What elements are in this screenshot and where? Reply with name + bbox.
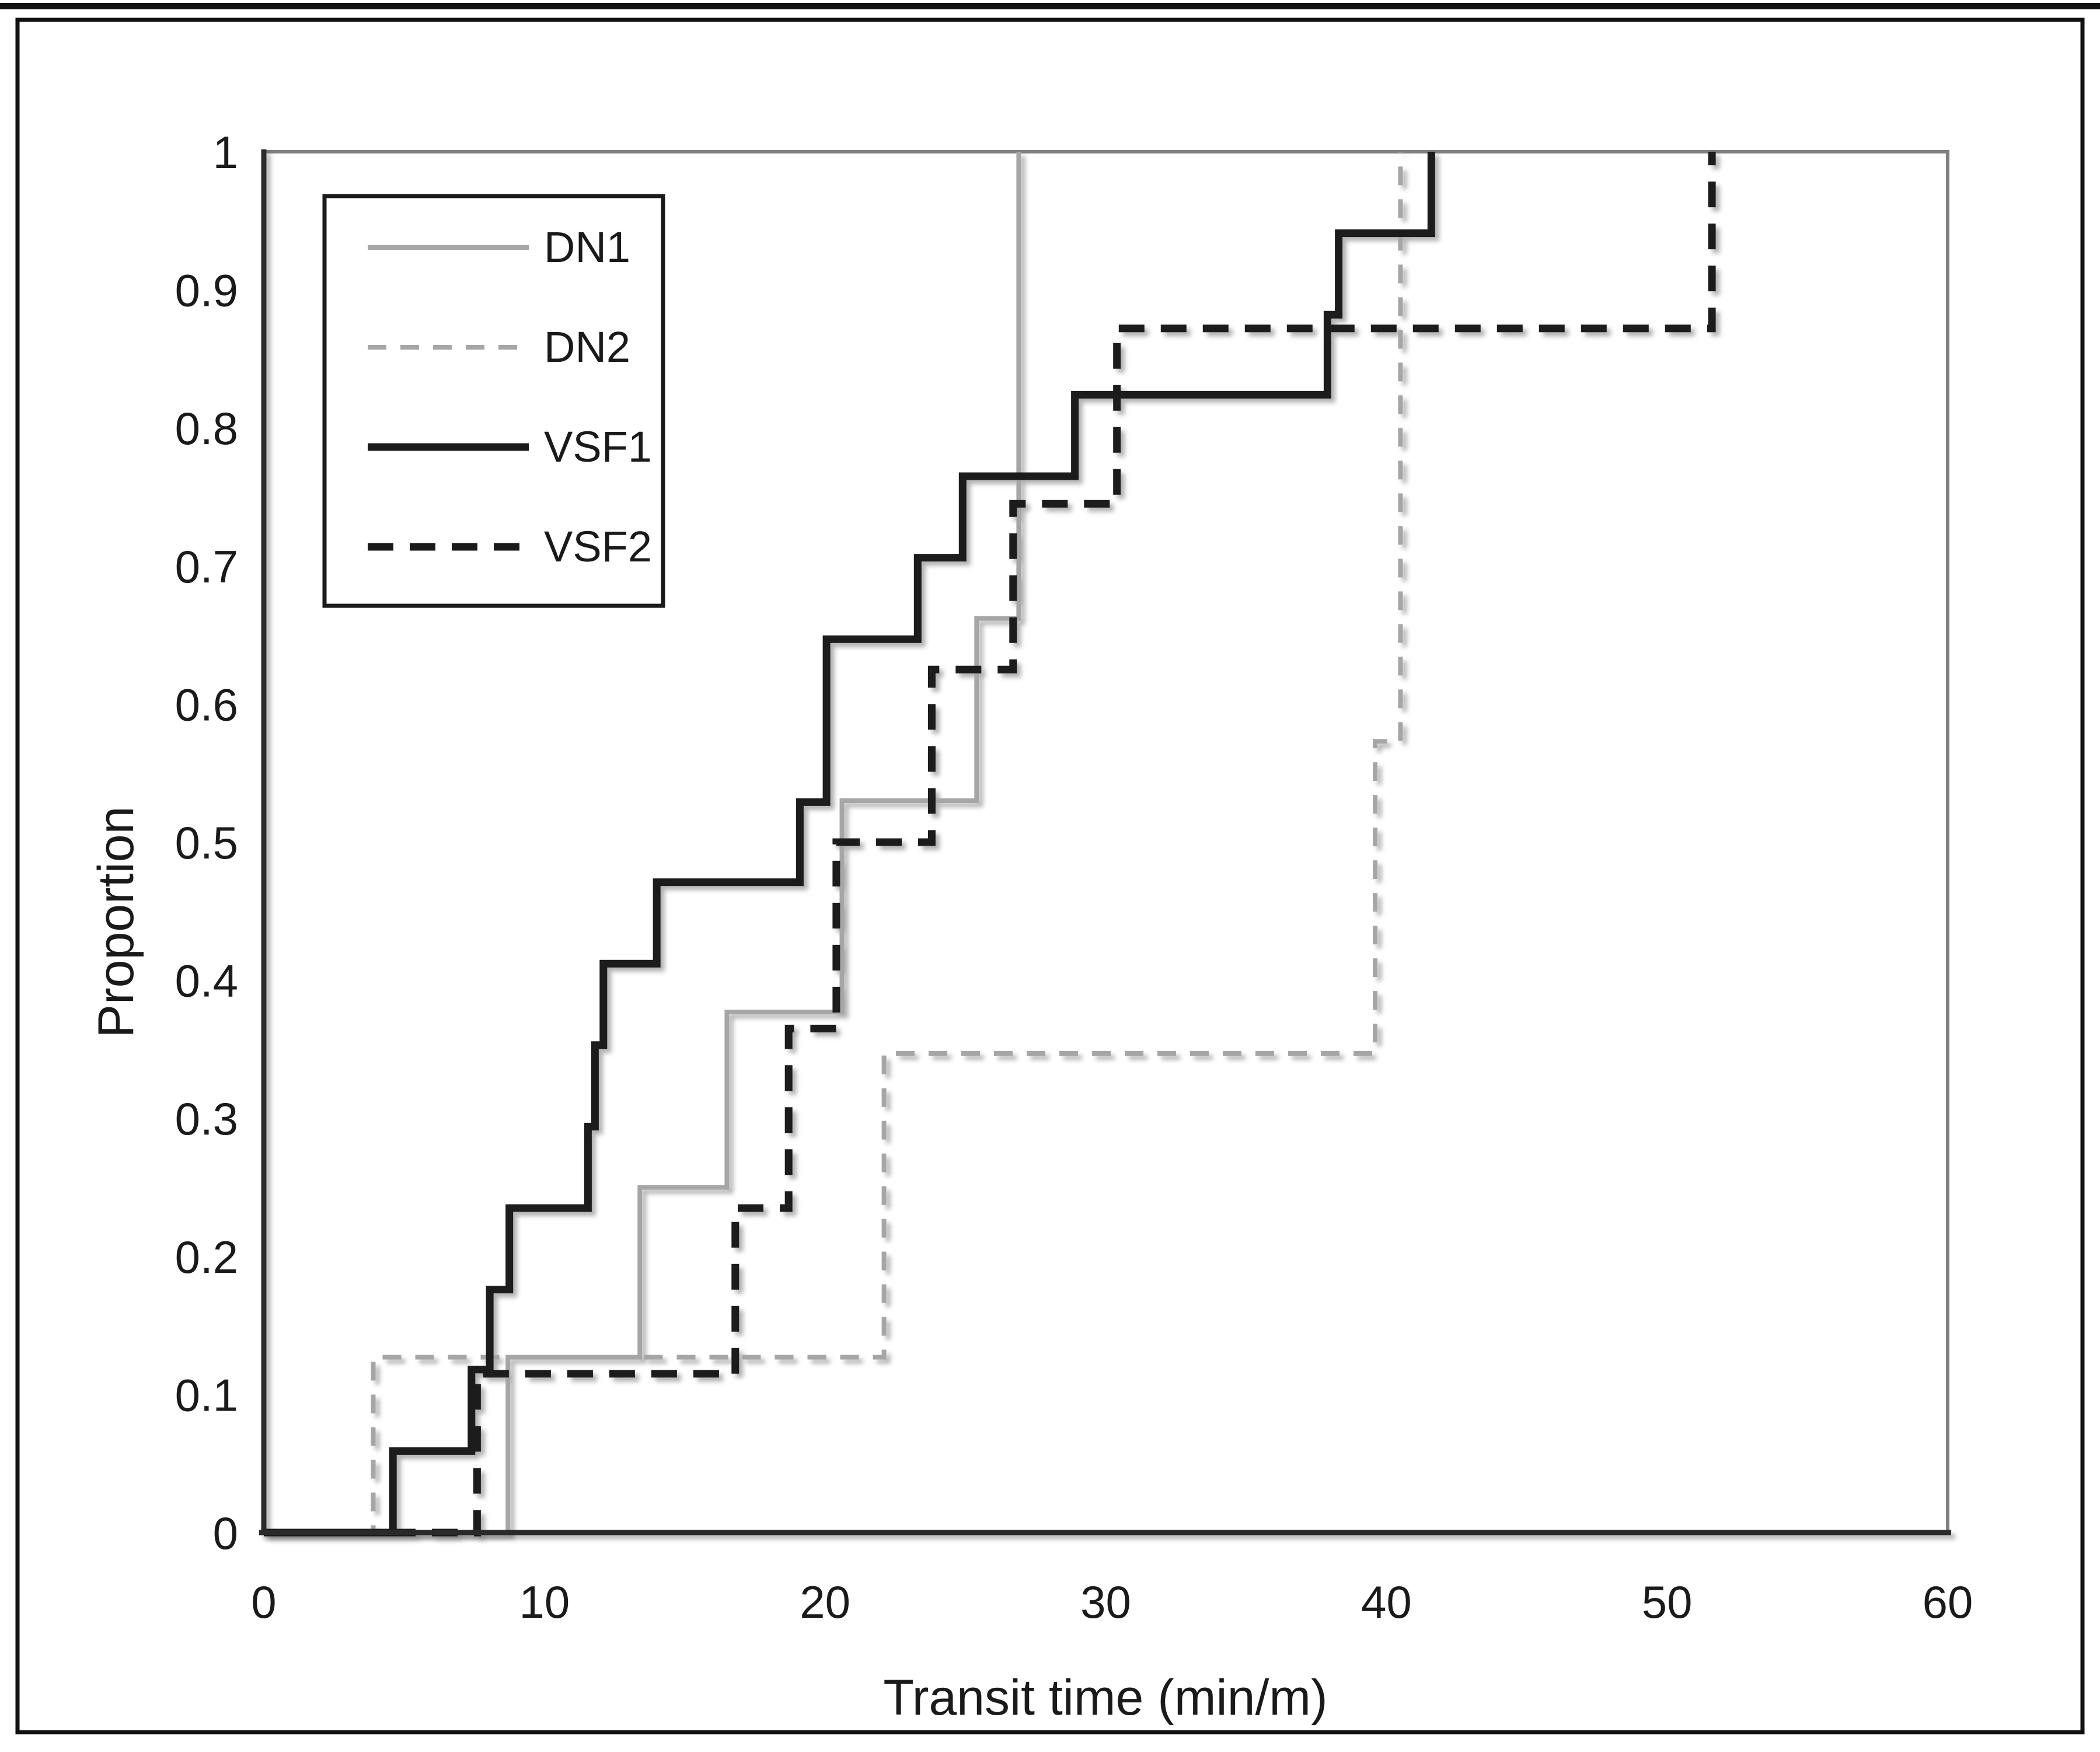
axes-group (259, 149, 1951, 1535)
series-line-vsf2 (264, 152, 1716, 1537)
legend-item-vsf1: VSF1 (368, 423, 652, 471)
outer-border (15, 18, 2085, 1734)
y-tick-label: 0.5 (175, 817, 238, 868)
x-tick-label: 0 (251, 1576, 276, 1628)
legend-box (322, 194, 665, 608)
x-tick-label: 50 (1642, 1576, 1693, 1628)
x-tick-label: 10 (519, 1576, 570, 1628)
y-tick-label: 0.8 (175, 403, 238, 454)
legend: DN1 DN2 VSF1 VSF2 (322, 194, 665, 608)
legend-item-dn2: DN2 (368, 323, 630, 371)
x-axis-tick-labels: 0 10 20 30 40 50 60 (251, 1576, 1973, 1628)
y-tick-label: 0.4 (175, 955, 238, 1007)
axis-lines (259, 149, 1951, 1535)
x-tick-label: 40 (1361, 1576, 1412, 1628)
y-tick-label: 1 (213, 127, 238, 178)
series-line-vsf1 (264, 152, 1435, 1537)
x-tick-label: 20 (800, 1576, 850, 1628)
legend-label-vsf1: VSF1 (544, 423, 652, 471)
y-tick-label: 0.7 (175, 541, 238, 592)
series-line-dn2 (264, 152, 1403, 1535)
y-axis-tick-labels: 0 0.1 0.2 0.3 0.4 0.5 0.6 0.7 0.8 0.9 1 (175, 127, 238, 1559)
y-tick-label: 0.3 (175, 1093, 238, 1144)
legend-label-vsf2: VSF2 (544, 522, 652, 571)
plot-border (264, 150, 1949, 1533)
y-tick-label: 0.6 (175, 679, 238, 730)
y-tick-label: 0.2 (175, 1231, 238, 1283)
y-tick-label: 0.9 (175, 265, 238, 316)
top-border-strip (0, 3, 2100, 9)
plot-top-right-border (264, 150, 1949, 1533)
legend-label-dn2: DN2 (544, 323, 630, 371)
legend-label-dn1: DN1 (544, 223, 630, 271)
series-line-dn1 (264, 152, 1021, 1535)
legend-item-vsf2: VSF2 (368, 522, 652, 571)
y-axis-title: Proportion (88, 807, 144, 1038)
legend-item-dn1: DN1 (368, 223, 630, 271)
y-tick-label: 0 (213, 1507, 238, 1559)
x-tick-label: 30 (1080, 1576, 1131, 1628)
y-tick-label: 0.1 (175, 1369, 238, 1421)
series-group (264, 152, 1716, 1537)
x-axis-title: Transit time (min/m) (883, 1670, 1327, 1726)
x-tick-label: 60 (1923, 1576, 1973, 1628)
